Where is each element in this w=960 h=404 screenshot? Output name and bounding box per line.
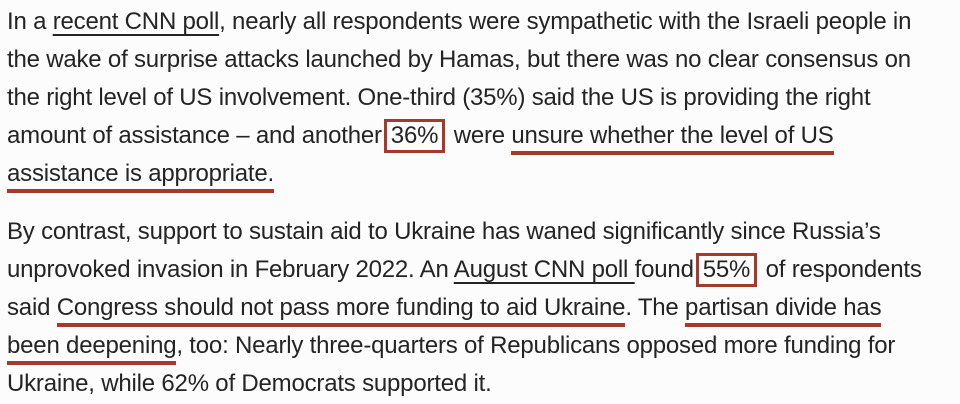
text-line: In a recent CNN poll, nearly all respond…: [7, 3, 954, 41]
text-segment: , nearly all respondents were sympatheti…: [219, 8, 912, 35]
text-segment: By contrast, support to sustain aid to U…: [7, 218, 881, 245]
text-line: the wake of surprise attacks launched by…: [7, 41, 954, 79]
text-segment: In a: [7, 8, 53, 35]
text-line: the right level of US involvement. One-t…: [7, 79, 954, 117]
text-line: amount of assistance – and another 36% we…: [7, 117, 954, 155]
red-underline-annotation: Congress should not pass more funding to…: [56, 294, 626, 327]
august-cnn-poll-link[interactable]: August CNN poll: [453, 256, 635, 283]
text-segment: were: [447, 122, 512, 149]
text-segment: of respondents: [759, 256, 922, 283]
text-segment: . The: [625, 294, 686, 321]
text-segment: found: [634, 256, 694, 283]
text-segment: amount of assistance – and another: [7, 122, 382, 149]
text-segment: , too: Nearly three-quarters of Republic…: [176, 332, 896, 359]
text-segment: the right level of US involvement. One-t…: [7, 84, 871, 111]
red-underline-annotation: partisan divide has: [685, 294, 882, 327]
red-underline-annotation: been deepening: [7, 332, 177, 365]
text-segment: the wake of surprise attacks launched by…: [7, 46, 911, 73]
text-segment: Ukraine, while 62% of Democrats supporte…: [7, 370, 492, 397]
red-underline-annotation: assistance is appropriate.: [7, 160, 274, 193]
text-segment: said: [7, 294, 57, 321]
recent-cnn-poll-link[interactable]: recent CNN poll: [52, 8, 220, 35]
text-line: been deepening, too: Nearly three-quarte…: [7, 327, 954, 365]
text-line: By contrast, support to sustain aid to U…: [7, 213, 954, 251]
55-percent-highlight-box: 55%: [695, 253, 758, 287]
text-line: unprovoked invasion in February 2022. An…: [7, 251, 954, 289]
text-line: said Congress should not pass more fundi…: [7, 289, 954, 327]
text-line: assistance is appropriate.: [7, 155, 954, 193]
paragraph: By contrast, support to sustain aid to U…: [7, 213, 954, 403]
text-line: Ukraine, while 62% of Democrats supporte…: [7, 365, 954, 403]
red-underline-annotation: unsure whether the level of US: [511, 122, 834, 155]
text-segment: unprovoked invasion in February 2022. An: [7, 256, 454, 283]
36-percent-highlight-box: 36%: [383, 119, 446, 153]
paragraph: In a recent CNN poll, nearly all respond…: [7, 3, 954, 193]
